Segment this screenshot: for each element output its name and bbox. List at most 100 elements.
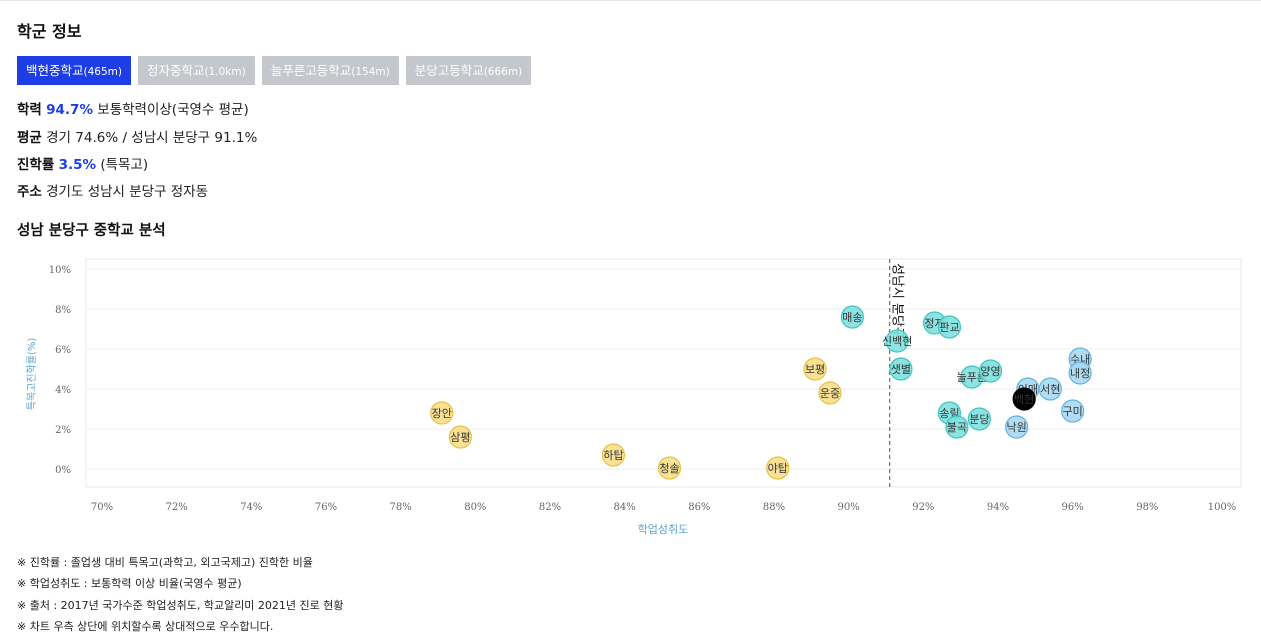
data-point: 하탑 <box>601 443 626 467</box>
x-tick-label: 82% <box>539 502 561 513</box>
data-point: 불곡 <box>945 415 969 439</box>
point-label: 서현 <box>1040 383 1060 396</box>
y-tick-label: 0% <box>55 465 71 476</box>
data-point: 장안 <box>430 401 454 425</box>
y-tick-label: 4% <box>55 385 71 396</box>
y-axis-ticks: 0% 2% 4% 6% 8% 10% <box>49 265 71 476</box>
point-label: 매송 <box>842 311 862 324</box>
advance-rate-value: 3.5% <box>58 157 97 173</box>
footnote: ※ 출처 : 2017년 국가수준 학업성취도, 학교알리미 2021년 진로 … <box>17 598 344 612</box>
point-label: 구미 <box>1063 405 1083 418</box>
achievement-value: 94.7% <box>46 102 93 118</box>
x-tick-label: 74% <box>240 502 262 513</box>
average-row: 평균 경기 74.6% / 성남시 분당구 91.1% <box>17 130 258 146</box>
point-marker <box>885 329 909 353</box>
tab-jeongja-middle[interactable]: 정자중학교(1.0km) <box>137 56 255 85</box>
data-point: 판교 <box>937 315 962 339</box>
point-marker <box>1061 399 1085 423</box>
school-tabs: 백현중학교(465m) 정자중학교(1.0km) 늘푸른고등학교(154m) 분… <box>17 56 532 85</box>
point-marker <box>840 305 865 329</box>
point-marker <box>1038 377 1062 401</box>
y-tick-label: 8% <box>55 305 71 316</box>
point-marker <box>1005 415 1029 439</box>
point-label: 야탑 <box>768 462 788 475</box>
x-tick-label: 88% <box>763 502 785 513</box>
x-tick-label: 70% <box>91 502 113 513</box>
point-marker <box>978 359 1003 383</box>
point-marker <box>818 381 842 405</box>
district-analysis-title: 성남 분당구 중학교 분석 <box>17 223 166 239</box>
y-tick-label: 2% <box>55 425 71 436</box>
point-label: 양영 <box>980 365 1000 378</box>
data-point: 운중 <box>818 381 842 405</box>
achievement-row: 학력 94.7% 보통학력이상(국영수 평균) <box>17 102 249 118</box>
x-tick-label: 80% <box>464 502 486 513</box>
footnote: ※ 차트 우측 상단에 위치할수록 상대적으로 우수합니다. <box>17 619 274 633</box>
x-axis-ticks: 70% 72% 74% 76% 78% 80% 82% 84% 86% 88% 90% 92% 94% 9… <box>91 502 1236 513</box>
point-label: 백현 <box>1014 393 1034 406</box>
point-marker <box>937 315 962 339</box>
data-point: 청솔 <box>657 456 682 480</box>
point-marker <box>1068 361 1092 385</box>
scatter-chart: 0% 2% 4% 6% 8% 10% 70% 72% 74% 76% 78% 80% 82% 84% 86… <box>26 258 1242 536</box>
data-point: 구미 <box>1061 399 1085 423</box>
x-axis-label: 학업성취도 <box>638 523 689 536</box>
tab-baekhyeon-middle[interactable]: 백현중학교(465m) <box>17 56 131 85</box>
data-point: 보평 <box>803 357 827 381</box>
point-label: 내정 <box>1070 367 1090 380</box>
x-tick-label: 94% <box>987 502 1009 513</box>
footnotes: ※ 진학률 : 졸업생 대비 특목고(과학고, 외고국제고) 진학한 비율 ※ … <box>17 552 344 637</box>
tab-neulpureun-high[interactable]: 늘푸른고등학교(154m) <box>261 56 399 85</box>
point-marker <box>1012 387 1036 411</box>
y-tick-label: 6% <box>55 345 71 356</box>
point-label: 판교 <box>939 321 959 334</box>
x-tick-label: 96% <box>1062 502 1084 513</box>
data-point: 신백현 <box>882 329 912 353</box>
x-tick-label: 72% <box>166 502 188 513</box>
x-tick-label: 98% <box>1136 502 1158 513</box>
y-axis-label: 특목고진학률(%) <box>26 338 38 411</box>
tab-bundang-high[interactable]: 분당고등학교(666m) <box>405 56 532 85</box>
x-tick-label: 84% <box>614 502 636 513</box>
data-point: 내정 <box>1068 361 1092 385</box>
point-label: 낙원 <box>1007 421 1027 434</box>
point-label: 불곡 <box>947 421 967 434</box>
data-point: 샛별 <box>889 357 913 381</box>
point-marker <box>601 443 626 467</box>
point-label: 청솔 <box>659 462 679 475</box>
point-marker <box>448 425 472 449</box>
data-point: 삼평 <box>448 425 472 449</box>
data-point: 낙원 <box>1005 415 1029 439</box>
data-point: 양영 <box>978 359 1003 383</box>
data-point: 백현 <box>1012 387 1036 411</box>
point-marker <box>766 456 790 480</box>
point-marker <box>889 357 913 381</box>
footnote: ※ 진학률 : 졸업생 대비 특목고(과학고, 외고국제고) 진학한 비율 <box>17 556 313 569</box>
point-marker <box>430 401 454 425</box>
point-marker <box>803 357 827 381</box>
x-tick-label: 86% <box>688 502 710 513</box>
chart-grid <box>85 258 1242 488</box>
point-marker <box>967 407 991 431</box>
point-marker <box>657 456 682 480</box>
x-tick-label: 100% <box>1208 502 1237 513</box>
point-label: 보평 <box>805 363 825 376</box>
top-divider <box>0 0 1261 1</box>
school-info-title: 학군 정보 <box>17 22 82 41</box>
footnote: ※ 학업성취도 : 보통학력 이상 비율(국영수 평균) <box>17 577 242 591</box>
advance-rate-row: 진학률 3.5% (특목고) <box>17 157 149 173</box>
point-label: 분당 <box>969 413 989 426</box>
data-point: 야탑 <box>766 456 790 480</box>
point-label: 장안 <box>432 407 452 420</box>
data-point: 분당 <box>967 407 991 431</box>
point-label: 운중 <box>820 387 840 400</box>
chart-points: 장안삼평하탑청솔야탑보평운중매송신백현샛별정자판교늘푸른양영송림불곡분당이매서현… <box>430 305 1092 480</box>
x-tick-label: 78% <box>390 502 412 513</box>
y-tick-label: 10% <box>49 265 71 276</box>
address-row: 주소 경기도 성남시 분당구 정자동 <box>17 184 209 200</box>
x-tick-label: 92% <box>912 502 934 513</box>
plot-frame <box>85 258 1242 488</box>
data-point: 매송 <box>840 305 865 329</box>
data-point: 서현 <box>1038 377 1062 401</box>
x-tick-label: 90% <box>838 502 860 513</box>
